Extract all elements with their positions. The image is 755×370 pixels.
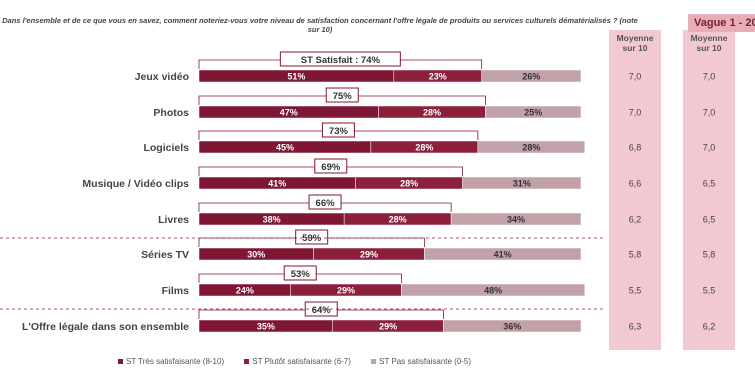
bar-segment: [477, 140, 586, 154]
data-label: 29%: [337, 286, 355, 296]
moyenne-header-line2: sur 10: [622, 43, 648, 53]
vague1-header-line2: sur 10: [696, 43, 722, 53]
data-label: 35%: [257, 322, 275, 332]
satisfait-label: ST Satisfait : 74%: [301, 55, 381, 66]
moyenne-vague1-value: 6,5: [703, 179, 716, 189]
vague1-moyenne-header: Moyenne sur 10: [683, 33, 735, 53]
data-label: 26%: [522, 72, 540, 82]
category-label: Jeux vidéo: [135, 71, 189, 83]
satisfait-box: [325, 87, 359, 103]
data-label: 29%: [360, 250, 378, 260]
data-label: 29%: [379, 322, 397, 332]
moyenne-header: Moyenne sur 10: [609, 33, 661, 53]
data-label: 48%: [484, 286, 502, 296]
category-label: Photos: [153, 107, 189, 119]
legend-item-plutot: ST Plutôt satisfaisante (6-7): [244, 357, 351, 366]
legend-label-tres: ST Très satisfaisante (8-10): [126, 357, 225, 366]
bar-segment: [485, 105, 582, 119]
moyenne-value: 5,8: [629, 250, 642, 260]
moyenne-vague1-value: 5,5: [703, 286, 716, 296]
category-label: L'Offre légale dans son ensemble: [22, 321, 189, 333]
data-label: 28%: [400, 179, 418, 189]
satisfait-label: 64%: [312, 305, 332, 316]
data-label: 38%: [263, 215, 281, 225]
satisfait-label: 66%: [316, 198, 336, 209]
satisfait-label: 75%: [333, 91, 353, 102]
bar-segment: [424, 247, 582, 261]
moyenne-vague1-value: 5,8: [703, 250, 716, 260]
moyenne-vague1-value: 6,5: [703, 215, 716, 225]
data-label: 23%: [429, 72, 447, 82]
vague1-header-line1: Moyenne: [690, 33, 728, 43]
data-label: 31%: [513, 179, 531, 189]
moyenne-column-panel: [609, 30, 661, 350]
bar-segment: [450, 212, 582, 226]
satisfait-label: 73%: [329, 126, 349, 137]
category-label: Films: [162, 285, 190, 297]
bar-segment: [443, 319, 582, 333]
data-label: 28%: [423, 108, 441, 118]
satisfait-box: [314, 158, 348, 174]
legend-swatch-tres: [118, 359, 123, 365]
data-label: 30%: [247, 250, 265, 260]
moyenne-value: 7,0: [629, 108, 642, 118]
moyenne-value: 5,5: [629, 286, 642, 296]
category-label: Logiciels: [143, 142, 189, 154]
legend-label-plutot: ST Plutôt satisfaisante (6-7): [252, 357, 351, 366]
legend-swatch-pas: [371, 359, 377, 365]
data-label: 28%: [415, 143, 433, 153]
data-label: 34%: [507, 215, 525, 225]
chart-legend: ST Très satisfaisante (8-10) ST Plutôt s…: [118, 357, 489, 366]
data-label: 41%: [268, 179, 286, 189]
data-label: 51%: [287, 72, 305, 82]
vague1-column-panel: [683, 30, 735, 350]
data-label: 25%: [524, 108, 542, 118]
satisfait-box: [295, 229, 329, 245]
moyenne-vague1-value: 7,0: [703, 108, 716, 118]
legend-swatch-plutot: [244, 359, 250, 365]
moyenne-vague1-value: 7,0: [703, 143, 716, 153]
bar-segment: [481, 69, 582, 83]
data-label: 36%: [503, 322, 521, 332]
survey-question: Dans l'ensemble et de ce que vous en sav…: [2, 16, 638, 34]
legend-label-pas: ST Pas satisfaisante (0-5): [379, 357, 472, 366]
satisfait-box: [279, 51, 401, 67]
satisfait-box: [308, 194, 342, 210]
data-label: 41%: [494, 250, 512, 260]
moyenne-value: 6,3: [629, 322, 642, 332]
satisfait-label: 59%: [302, 233, 322, 244]
bar-segment: [401, 283, 586, 297]
satisfait-box: [321, 122, 355, 138]
data-label: 47%: [280, 108, 298, 118]
moyenne-vague1-value: 7,0: [703, 72, 716, 82]
satisfait-box: [283, 265, 317, 281]
category-label: Musique / Vidéo clips: [82, 178, 189, 190]
data-label: 45%: [276, 143, 294, 153]
vague-tab: Vague 1 - 2013: [688, 14, 755, 32]
data-label: 28%: [522, 143, 540, 153]
moyenne-value: 6,6: [629, 179, 642, 189]
category-label: Séries TV: [141, 249, 189, 261]
legend-item-tres: ST Très satisfaisante (8-10): [118, 357, 224, 366]
data-label: 24%: [236, 286, 254, 296]
data-label: 28%: [389, 215, 407, 225]
category-label: Livres: [158, 214, 189, 226]
satisfait-label: 69%: [321, 162, 341, 173]
moyenne-header-line1: Moyenne: [616, 33, 654, 43]
bar-segment: [462, 176, 582, 190]
moyenne-value: 7,0: [629, 72, 642, 82]
legend-item-pas: ST Pas satisfaisante (0-5): [371, 357, 471, 366]
satisfait-label: 53%: [291, 269, 311, 280]
moyenne-value: 6,2: [629, 215, 642, 225]
moyenne-vague1-value: 6,2: [703, 322, 716, 332]
moyenne-value: 6,8: [629, 143, 642, 153]
